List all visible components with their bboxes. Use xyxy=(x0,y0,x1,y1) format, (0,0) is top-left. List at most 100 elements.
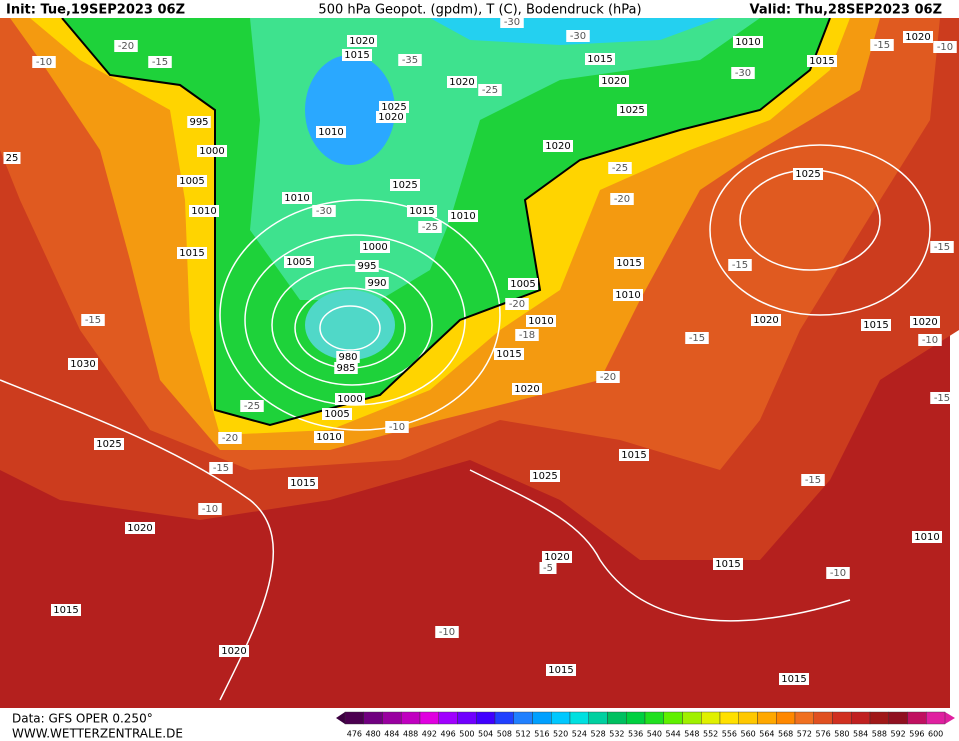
isobar-label-box xyxy=(713,558,743,570)
isobar-label: 1020 xyxy=(349,36,374,47)
colorbar-cell xyxy=(644,711,664,725)
isobar-label-box xyxy=(807,55,837,67)
isobar-label: 1010 xyxy=(316,432,341,443)
isobar-label-box xyxy=(912,531,942,543)
temperature-label: -15 xyxy=(934,242,950,253)
isobar-label-box xyxy=(407,205,437,217)
colorbar-label: 520 xyxy=(553,730,568,739)
isobar-label-box xyxy=(779,673,809,685)
colorbar-cell xyxy=(926,711,946,725)
colorbar-cell xyxy=(494,711,514,725)
colorbar-label: 552 xyxy=(703,730,718,739)
colorbar-cell xyxy=(776,711,796,725)
isobar-label: 1015 xyxy=(809,56,834,67)
isobar-label: 1020 xyxy=(545,141,570,152)
colorbar-cell xyxy=(738,711,758,725)
temperature-label-box xyxy=(515,329,539,341)
temperature-label: -20 xyxy=(600,372,616,383)
isobar-label: 1020 xyxy=(514,384,539,395)
temperature-label: -35 xyxy=(402,55,418,66)
temperature-label-box xyxy=(478,84,502,96)
isobar-label-box xyxy=(585,53,615,65)
isobar-label: 1020 xyxy=(127,523,152,534)
temperature-label: -20 xyxy=(614,194,630,205)
colorbar-label: 512 xyxy=(515,730,530,739)
temperature-label: -20 xyxy=(222,433,238,444)
temperature-label-box xyxy=(933,41,957,53)
isobar-label: 1020 xyxy=(221,646,246,657)
colorbar-label: 560 xyxy=(740,730,755,739)
isobar-label: 985 xyxy=(336,363,355,374)
isobar-label-box xyxy=(187,116,211,128)
isobar-label-box xyxy=(733,36,763,48)
temperature-label-box xyxy=(918,334,942,346)
colorbar-cell xyxy=(607,711,627,725)
temperature-label-box xyxy=(218,432,242,444)
isobar-label-box xyxy=(342,49,372,61)
isobar-label-box xyxy=(376,111,406,123)
colorbar-cell xyxy=(438,711,458,725)
temperature-label: -10 xyxy=(830,568,846,579)
colorbar-cell xyxy=(626,711,646,725)
temperature-label-box xyxy=(930,392,954,404)
colorbar-cell xyxy=(419,711,439,725)
isobar-label: 1015 xyxy=(409,206,434,217)
temperature-label: -15 xyxy=(689,333,705,344)
colorbar-cell xyxy=(719,711,739,725)
colorbar-cell xyxy=(588,711,608,725)
isobar-label-box xyxy=(512,383,542,395)
temperature-label-box xyxy=(870,39,894,51)
colorbar-cell xyxy=(682,711,702,725)
colorbar-label: 532 xyxy=(609,730,624,739)
isobar-label-box xyxy=(322,408,352,420)
colorbar-label: 504 xyxy=(478,730,493,739)
temperature-label: -10 xyxy=(36,57,52,68)
temperature-label: -20 xyxy=(509,299,525,310)
isobar-label: 1030 xyxy=(70,359,95,370)
temperature-label-box xyxy=(240,400,264,412)
temperature-label-box xyxy=(198,503,222,515)
isobars xyxy=(0,144,931,701)
temperature-label-box xyxy=(728,259,752,271)
isobar-label: 1015 xyxy=(548,665,573,676)
isobar-label-box xyxy=(543,140,573,152)
colorbar-cell xyxy=(757,711,777,725)
colorbar-cell xyxy=(382,711,402,725)
isobar-label-box xyxy=(508,278,538,290)
colorbar-label: 492 xyxy=(422,730,437,739)
isobar-label: 1020 xyxy=(449,77,474,88)
isobar-label-box xyxy=(125,522,155,534)
site: WWW.WETTERZENTRALE.DE xyxy=(12,727,183,741)
colorbar-cell xyxy=(513,711,533,725)
isobar-label-box xyxy=(284,256,314,268)
colorbar-label: 488 xyxy=(403,730,418,739)
isobar-label-box xyxy=(51,604,81,616)
isobar-label: 1010 xyxy=(284,193,309,204)
isobar-label-box xyxy=(751,314,781,326)
isobar-label-box xyxy=(94,438,124,450)
colorbar-label: 528 xyxy=(590,730,605,739)
colorbar-label: 524 xyxy=(572,730,587,739)
isobar-label: 1020 xyxy=(753,315,778,326)
isobar-label-box xyxy=(617,104,647,116)
temperature-label: -20 xyxy=(118,41,134,52)
header-bar xyxy=(0,0,959,18)
isobar-label: 1005 xyxy=(179,176,204,187)
data-source: Data: GFS OPER 0.250° xyxy=(12,712,153,726)
colorbar-cell xyxy=(832,711,852,725)
temperature-label: -15 xyxy=(805,475,821,486)
isobar-label: 1015 xyxy=(715,559,740,570)
colorbar-cell xyxy=(363,711,383,725)
isobar-label-box xyxy=(613,289,643,301)
isobar-label: 1010 xyxy=(318,127,343,138)
isobar-label: 1010 xyxy=(450,211,475,222)
colorbar-cell xyxy=(794,711,814,725)
temperature-label-box xyxy=(114,40,138,52)
isobar-label: 1025 xyxy=(392,180,417,191)
isobar-label: 1020 xyxy=(905,32,930,43)
colorbar-cell xyxy=(457,711,477,725)
temperature-label: -30 xyxy=(316,206,332,217)
colorbar-cell xyxy=(907,711,927,725)
isobar-label: 1015 xyxy=(616,258,641,269)
isobar-label: 1025 xyxy=(532,471,557,482)
